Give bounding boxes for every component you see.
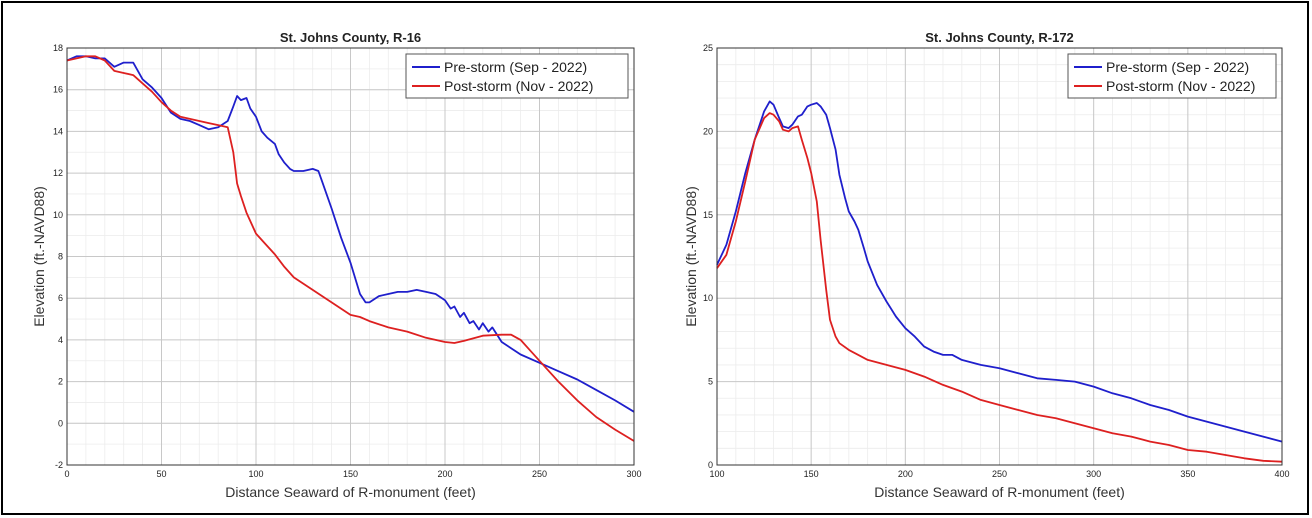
y-tick-label: 10 bbox=[53, 210, 63, 220]
series-line-post-storm bbox=[716, 112, 1283, 463]
x-tick-label: 250 bbox=[532, 469, 547, 479]
x-axis-label: Distance Seaward of R-monument (feet) bbox=[874, 484, 1125, 500]
y-tick-label: 0 bbox=[58, 418, 63, 428]
x-tick-label: 200 bbox=[437, 469, 452, 479]
series-line-pre-storm bbox=[716, 100, 1283, 443]
y-tick-label: 15 bbox=[703, 210, 713, 220]
y-tick-label: 18 bbox=[53, 43, 63, 53]
series-line-post-storm bbox=[66, 55, 635, 442]
x-tick-label: 300 bbox=[626, 469, 641, 479]
x-tick-label: 100 bbox=[248, 469, 263, 479]
legend-box bbox=[405, 53, 629, 99]
chart-r172: 100 150 200 250 300 350 400 0 5 10 15 20 25 St. Johns… bbox=[683, 30, 1290, 500]
y-tick-label: 16 bbox=[53, 85, 63, 95]
y-tick-label: 5 bbox=[708, 377, 713, 387]
chart-title: St. Johns County, R-172 bbox=[925, 30, 1074, 45]
x-tick-label: 100 bbox=[709, 469, 724, 479]
x-tick-label: 200 bbox=[898, 469, 913, 479]
legend-label-pre-storm: Pre-storm (Sep - 2022) bbox=[444, 59, 587, 75]
x-tick-label: 400 bbox=[1274, 469, 1289, 479]
x-tick-label: 150 bbox=[804, 469, 819, 479]
x-axis-label: Distance Seaward of R-monument (feet) bbox=[225, 484, 476, 500]
y-tick-label: 0 bbox=[708, 460, 713, 470]
axes-box bbox=[716, 47, 1283, 466]
legend-box bbox=[1067, 53, 1277, 99]
legend-label-post-storm: Post-storm (Nov - 2022) bbox=[1106, 78, 1255, 94]
legend: Pre-storm (Sep - 2022) Post-storm (Nov - … bbox=[1067, 53, 1277, 99]
legend: Pre-storm (Sep - 2022) Post-storm (Nov - … bbox=[405, 53, 629, 99]
y-axis-label: Elevation (ft.-NAVD88) bbox=[683, 186, 699, 327]
legend-label-post-storm: Post-storm (Nov - 2022) bbox=[444, 78, 593, 94]
y-tick-label: 2 bbox=[58, 377, 63, 387]
y-tick-label: 10 bbox=[703, 293, 713, 303]
y-tick-label: 4 bbox=[58, 335, 63, 345]
x-tick-label: 250 bbox=[992, 469, 1007, 479]
x-tick-label: 0 bbox=[64, 469, 69, 479]
y-tick-label: 12 bbox=[53, 168, 63, 178]
y-tick-label: 25 bbox=[703, 43, 713, 53]
x-tick-label: 350 bbox=[1180, 469, 1195, 479]
y-tick-label: 6 bbox=[58, 293, 63, 303]
chart-title: St. Johns County, R-16 bbox=[280, 30, 421, 45]
x-tick-label: 50 bbox=[156, 469, 166, 479]
y-axis-label: Elevation (ft.-NAVD88) bbox=[31, 186, 47, 327]
y-tick-label: 14 bbox=[53, 126, 63, 136]
x-tick-label: 150 bbox=[343, 469, 358, 479]
legend-label-pre-storm: Pre-storm (Sep - 2022) bbox=[1106, 59, 1249, 75]
y-tick-label: -2 bbox=[55, 460, 63, 470]
series-line-pre-storm bbox=[66, 55, 635, 413]
axes-box bbox=[66, 47, 635, 466]
y-tick-label: 20 bbox=[703, 126, 713, 136]
x-tick-label: 300 bbox=[1086, 469, 1101, 479]
y-tick-label: 8 bbox=[58, 252, 63, 262]
